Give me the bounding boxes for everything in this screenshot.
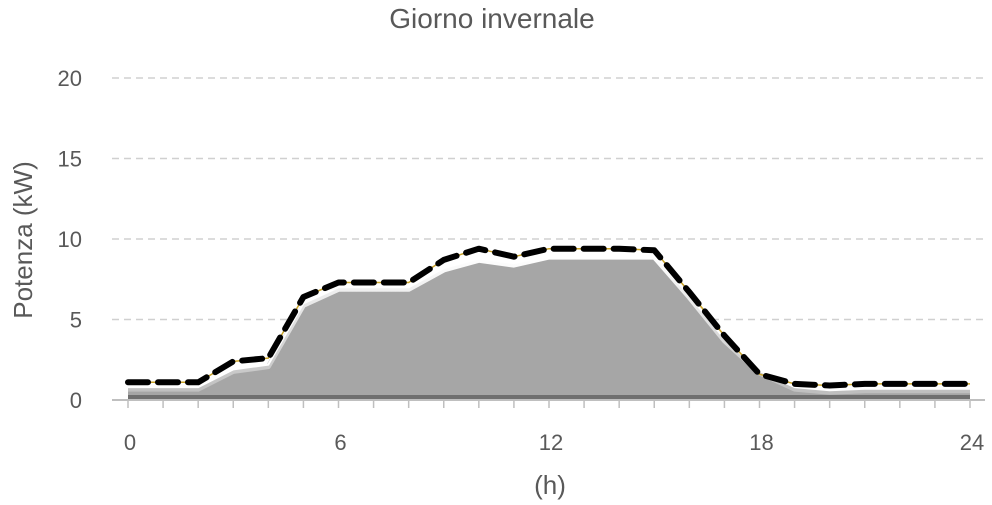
x-tick-label: 24 xyxy=(960,430,984,455)
line-layer xyxy=(125,245,973,389)
y-tick-label: 5 xyxy=(70,308,82,333)
x-axis-label: (h) xyxy=(534,470,566,500)
area-layer xyxy=(128,254,970,400)
area-series xyxy=(128,255,970,400)
chart-title: Giorno invernale xyxy=(389,3,594,34)
area-base xyxy=(128,395,970,400)
x-tick-label: 0 xyxy=(124,430,136,455)
y-tick-label: 0 xyxy=(70,388,82,413)
y-axis: 0 5 10 15 20 xyxy=(58,66,82,413)
x-tick-label: 12 xyxy=(539,430,563,455)
area-edge xyxy=(128,254,970,392)
x-tick-label: 18 xyxy=(749,430,773,455)
x-axis xyxy=(112,395,985,408)
y-tick-label: 20 xyxy=(58,66,82,91)
area-highlight xyxy=(128,254,970,395)
y-tick-label: 15 xyxy=(58,147,82,172)
line-series xyxy=(125,245,973,389)
x-tick-label: 6 xyxy=(334,430,346,455)
y-axis-label: Potenza (kW) xyxy=(8,161,38,319)
x-tick-labels: 0 6 12 18 24 xyxy=(124,430,984,455)
y-tick-label: 10 xyxy=(58,227,82,252)
